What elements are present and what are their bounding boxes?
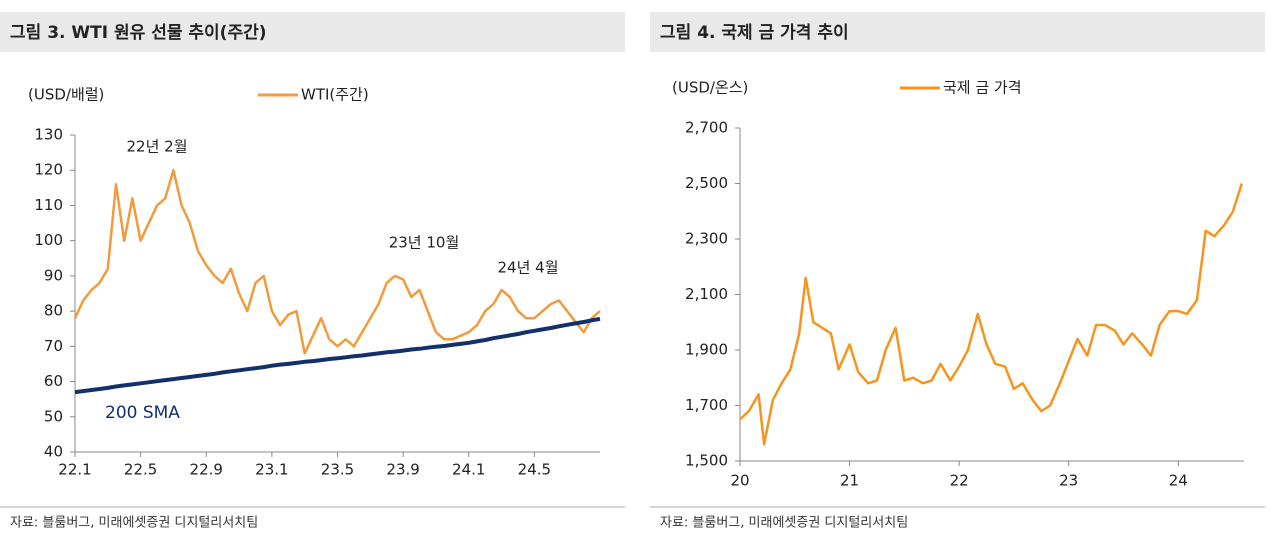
y-tick-label: 2,300 xyxy=(685,230,728,248)
y-tick-label: 2,100 xyxy=(685,285,728,303)
y-tick-label: 130 xyxy=(34,126,63,144)
legend-label: WTI(주간) xyxy=(301,86,369,104)
y-tick-label: 2,700 xyxy=(685,119,728,137)
series-line xyxy=(73,168,601,355)
y-tick-label: 70 xyxy=(44,337,63,355)
x-tick-label: 22 xyxy=(950,472,969,490)
y-axis-label: (USD/배럴) xyxy=(28,86,104,104)
y-axis-label: (USD/온스) xyxy=(672,79,748,97)
y-tick-label: 1,900 xyxy=(685,341,728,359)
header-bar xyxy=(650,12,1265,52)
source-note: 자료: 블룸버그, 미래에셋증권 디지털리서치팀 xyxy=(10,516,258,531)
y-tick-label: 2,500 xyxy=(685,174,728,192)
y-tick-label: 90 xyxy=(44,266,63,284)
x-tick-label: 24.5 xyxy=(518,461,551,479)
x-tick-label: 23.5 xyxy=(321,461,354,479)
y-tick-label: 1,700 xyxy=(685,396,728,414)
y-tick-label: 1,500 xyxy=(685,452,728,470)
x-tick-label: 24.1 xyxy=(452,461,485,479)
y-tick-label: 120 xyxy=(34,161,63,179)
x-tick-label: 22.1 xyxy=(58,461,91,479)
x-tick-label: 23 xyxy=(1059,472,1078,490)
chart-title: 그림 4. 국제 금 가격 추이 xyxy=(660,23,849,43)
x-tick-label: 20 xyxy=(730,472,749,490)
chart-title: 그림 3. WTI 원유 선물 추이(주간) xyxy=(10,23,267,43)
x-tick-label: 22.9 xyxy=(190,461,223,479)
annotation: 23년 10월 xyxy=(389,234,460,252)
x-tick-label: 23.1 xyxy=(255,461,288,479)
annotation: 22년 2월 xyxy=(127,138,188,156)
x-tick-label: 23.9 xyxy=(386,461,419,479)
y-tick-label: 60 xyxy=(44,372,63,390)
series-line xyxy=(739,183,1243,446)
x-tick-label: 21 xyxy=(840,472,859,490)
y-tick-label: 110 xyxy=(34,196,63,214)
x-tick-label: 24 xyxy=(1169,472,1188,490)
legend-label: 국제 금 가격 xyxy=(943,79,1022,97)
x-tick-label: 22.5 xyxy=(124,461,157,479)
annotation: 24년 4월 xyxy=(498,259,559,277)
y-tick-label: 100 xyxy=(34,231,63,249)
y-tick-label: 80 xyxy=(44,302,63,320)
series-label: 200 SMA xyxy=(105,403,180,423)
header-bar xyxy=(0,12,625,52)
source-note: 자료: 블룸버그, 미래에셋증권 디지털리서치팀 xyxy=(660,516,908,531)
y-tick-label: 40 xyxy=(44,443,63,461)
y-tick-label: 50 xyxy=(44,407,63,425)
series-line xyxy=(74,316,601,395)
